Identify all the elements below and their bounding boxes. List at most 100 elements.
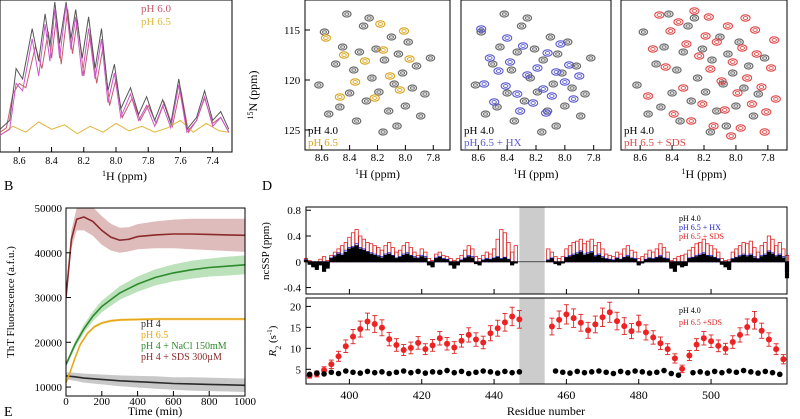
hsqc-subpanel: 8.6 8.4 8.2 8.0 7.8 1H (ppm) pH 4.0pH 6.5 + HX bbox=[460, 0, 612, 182]
hsqc-peak bbox=[749, 26, 761, 34]
tht-series-line bbox=[66, 264, 245, 366]
r2-x-tick-label: 440 bbox=[485, 388, 503, 402]
hsqc-x-tick-label: 8.2 bbox=[529, 152, 543, 164]
ncssp-bar-ph4 bbox=[763, 254, 768, 263]
r2-point-ph4 bbox=[408, 369, 414, 376]
panel-c-y-label: ThT Fluorescence (a.f.u.) bbox=[5, 246, 17, 358]
ncssp-bar-ph4 bbox=[325, 261, 330, 269]
r2-point-sds bbox=[378, 324, 385, 331]
panel-c-x-label: Time (min) bbox=[128, 404, 183, 418]
hsqc-peak-ref bbox=[323, 110, 334, 118]
hsqc-peak bbox=[493, 67, 504, 75]
hsqc-peak-core bbox=[387, 74, 393, 78]
hsqc-peak-ref-core bbox=[400, 71, 406, 75]
r2-point-sds bbox=[664, 346, 671, 353]
hsqc-peak bbox=[502, 34, 513, 42]
hsqc-peak bbox=[719, 106, 730, 114]
r2-point-ph4 bbox=[509, 369, 515, 376]
hsqc-peak bbox=[770, 95, 781, 103]
hsqc-peak-core bbox=[543, 111, 549, 115]
ncssp-bar-sds bbox=[499, 229, 504, 263]
hsqc-peak-ref bbox=[397, 69, 408, 77]
r2-point-sds bbox=[480, 339, 487, 346]
hsqc-peak-ref bbox=[683, 22, 693, 30]
ncssp-bar-ph4 bbox=[397, 256, 403, 263]
panel-d-r2-legend-2: pH 6.5 +SDS bbox=[679, 318, 722, 327]
hsqc-peak bbox=[532, 64, 543, 72]
panel-d-r2-shade bbox=[519, 298, 545, 384]
hsqc-peak-core bbox=[650, 47, 656, 51]
panel-d-r2-legend-1: pH 4.0 bbox=[679, 306, 701, 315]
r2-point-ph4 bbox=[451, 369, 458, 376]
hsqc-peak-core bbox=[728, 134, 734, 138]
hsqc-y-tick-label: 125 bbox=[284, 125, 301, 137]
hsqc-peak-ref-core bbox=[402, 104, 408, 108]
ncssp-bar-sds bbox=[640, 256, 645, 263]
ncssp-y-tick-label: 0.4 bbox=[287, 231, 301, 243]
hsqc-peak-ref bbox=[337, 43, 348, 51]
ncssp-bar-ph4 bbox=[567, 256, 573, 263]
hsqc-peak-core bbox=[762, 130, 768, 134]
hsqc-peak-ref bbox=[700, 88, 711, 96]
hsqc-peak-ref-core bbox=[714, 109, 720, 113]
hsqc-peak-ref-core bbox=[418, 114, 424, 118]
r2-point-sds bbox=[751, 317, 758, 324]
ncssp-bar-ph4 bbox=[571, 254, 576, 263]
hsqc-peak-core bbox=[718, 79, 725, 83]
ncssp-bar-ph4 bbox=[669, 261, 674, 269]
ncssp-bar-ph4 bbox=[690, 257, 696, 263]
hsqc-peak bbox=[350, 78, 361, 86]
hsqc-peak-core bbox=[337, 95, 343, 99]
ncssp-bar-ph4 bbox=[365, 251, 370, 263]
hsqc-peak-ref bbox=[548, 80, 559, 88]
hsqc-peak-core bbox=[667, 29, 674, 33]
r2-point-ph4 bbox=[711, 368, 718, 375]
hsqc-peak-ref-core bbox=[388, 35, 394, 39]
ncssp-bar-ph4 bbox=[332, 256, 337, 263]
r2-point-ph4 bbox=[690, 369, 696, 376]
r2-point-ph4 bbox=[393, 369, 400, 376]
hsqc-peak-ref bbox=[487, 60, 498, 68]
panel-d-r2-y-label-end: ) bbox=[267, 325, 279, 329]
hsqc-legend-ref: pH 4.0 bbox=[624, 125, 654, 137]
r2-point-sds bbox=[350, 333, 357, 340]
hsqc-peak bbox=[359, 57, 371, 65]
ncssp-bar-ph4 bbox=[419, 256, 424, 263]
ncssp-bar-ph4 bbox=[347, 248, 352, 263]
hsqc-peak-ref-core bbox=[569, 86, 575, 90]
hsqc-peak-core bbox=[352, 80, 358, 84]
panel-c-legend-3: pH 4 + NaCl 150mM bbox=[141, 341, 227, 352]
hsqc-x-tick-label: 8.6 bbox=[315, 152, 329, 164]
hsqc-peak-ref bbox=[536, 128, 547, 136]
ncssp-bar-ph4 bbox=[376, 256, 381, 263]
ncssp-bar-ph4 bbox=[759, 256, 764, 263]
hsqc-peak-ref bbox=[727, 69, 738, 77]
r2-point-ph4 bbox=[357, 370, 364, 376]
ncssp-bar-ph4 bbox=[600, 257, 605, 263]
r2-point-ph4 bbox=[480, 368, 487, 374]
hsqc-peak-ref-core bbox=[658, 105, 664, 109]
hsqc-peak-core bbox=[744, 76, 750, 80]
hsqc-x-label: 1H (ppm) bbox=[514, 167, 559, 182]
ncssp-bar-ph4 bbox=[756, 258, 761, 263]
hsqc-peak-ref bbox=[358, 22, 369, 30]
hsqc-peak-ref-core bbox=[746, 64, 752, 68]
hsqc-peak-core bbox=[549, 94, 555, 98]
ncssp-bar-ph4 bbox=[604, 258, 609, 263]
r2-point-sds bbox=[744, 323, 751, 330]
hsqc-peak-ref-core bbox=[661, 45, 667, 49]
hsqc-peak-ref bbox=[651, 60, 661, 68]
r2-point-ph4 bbox=[733, 369, 740, 376]
ncssp-bar-sds bbox=[553, 256, 558, 263]
tht-y-tick-label: 30000 bbox=[35, 293, 63, 305]
nmr-1d-tick-label: 8.2 bbox=[78, 156, 91, 167]
hsqc-peak-ref bbox=[759, 54, 770, 62]
ncssp-bar-ph4 bbox=[466, 256, 471, 263]
hsqc-peak bbox=[404, 55, 415, 63]
hsqc-peak-ref-core bbox=[490, 62, 496, 66]
ncssp-bar-ph4 bbox=[405, 253, 410, 263]
hsqc-peak bbox=[725, 132, 737, 140]
hsqc-peak-core bbox=[680, 86, 686, 90]
r2-point-sds bbox=[592, 321, 599, 328]
r2-point-sds bbox=[415, 339, 422, 346]
